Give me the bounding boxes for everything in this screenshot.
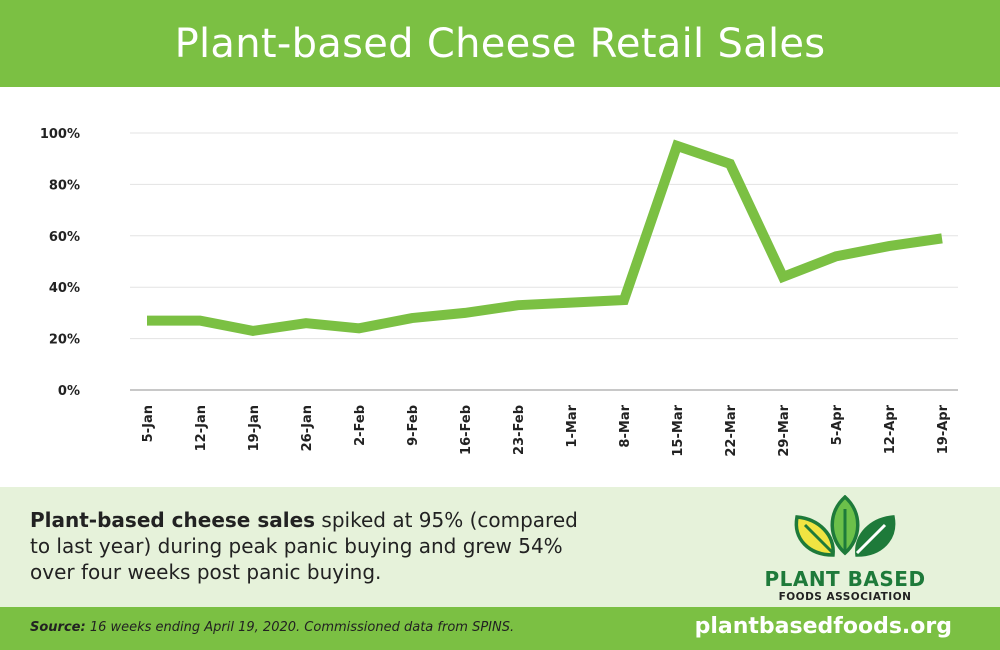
source-text: 16 weeks ending April 19, 2020. Commissi…: [85, 620, 515, 635]
logo-subtitle: FOODS ASSOCIATION: [778, 591, 912, 603]
y-tick-label: 80%: [49, 178, 80, 193]
x-tick-label: 23-Feb: [512, 405, 527, 455]
x-tick-label: 12-Apr: [883, 404, 898, 454]
x-tick-label: 19-Apr: [936, 404, 951, 454]
source-note: Source: 16 weeks ending April 19, 2020. …: [30, 620, 514, 635]
x-tick-label: 12-Jan: [194, 405, 209, 451]
x-tick-label: 8-Mar: [618, 404, 633, 447]
y-tick-label: 40%: [49, 281, 80, 296]
line-chart: 0% 20% 40% 60% 80% 100% 5-Jan 12-Jan 19-Jan 26-Ja…: [0, 87, 1000, 487]
x-tick-label: 29-Mar: [777, 404, 792, 456]
summary-text: Plant-based cheese sales spiked at 95% (…: [30, 507, 590, 585]
summary-bold: Plant-based cheese sales: [30, 508, 316, 532]
y-tick-label: 0%: [58, 384, 80, 399]
summary-panel: Plant-based cheese sales spiked at 95% (…: [0, 487, 1000, 607]
series-line: [147, 139, 943, 336]
x-tick-label: 26-Jan: [300, 405, 315, 451]
header-banner: Plant-based Cheese Retail Sales: [0, 0, 1000, 87]
footer-bar: Source: 16 weeks ending April 19, 2020. …: [0, 607, 1000, 650]
chart-svg: 0% 20% 40% 60% 80% 100% 5-Jan 12-Jan 19-Jan 26-Ja…: [40, 127, 958, 457]
summary-rest: spiked at 95% (compared to last year) du…: [30, 508, 578, 584]
x-tick-label: 19-Jan: [247, 405, 262, 451]
three-leaves-icon: [794, 495, 896, 557]
logo: PLANT BASED FOODS ASSOCIATION: [755, 495, 935, 603]
y-tick-label: 20%: [49, 333, 80, 348]
x-tick-label: 15-Mar: [671, 404, 686, 456]
x-tick-label: 22-Mar: [724, 404, 739, 456]
x-tick-label: 5-Jan: [141, 405, 156, 442]
x-tick-label: 5-Apr: [830, 404, 845, 445]
x-tick-label: 9-Feb: [406, 405, 421, 446]
x-tick-label: 2-Feb: [353, 405, 368, 446]
logo-title: PLANT BASED: [764, 567, 926, 591]
y-tick-label: 60%: [49, 230, 80, 245]
source-label: Source:: [30, 620, 86, 635]
page-title: Plant-based Cheese Retail Sales: [174, 20, 826, 67]
y-tick-label: 100%: [40, 127, 80, 142]
x-tick-label: 1-Mar: [565, 404, 580, 447]
website-link[interactable]: plantbasedfoods.org: [694, 614, 952, 639]
x-tick-label: 16-Feb: [459, 405, 474, 455]
